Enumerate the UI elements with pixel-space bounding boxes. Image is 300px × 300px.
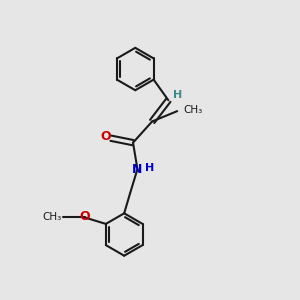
Text: H: H xyxy=(145,163,154,173)
Text: N: N xyxy=(132,163,142,176)
Text: CH₃: CH₃ xyxy=(43,212,62,221)
Text: O: O xyxy=(100,130,111,143)
Text: H: H xyxy=(173,90,182,100)
Text: CH₃: CH₃ xyxy=(184,105,203,115)
Text: O: O xyxy=(79,210,90,223)
